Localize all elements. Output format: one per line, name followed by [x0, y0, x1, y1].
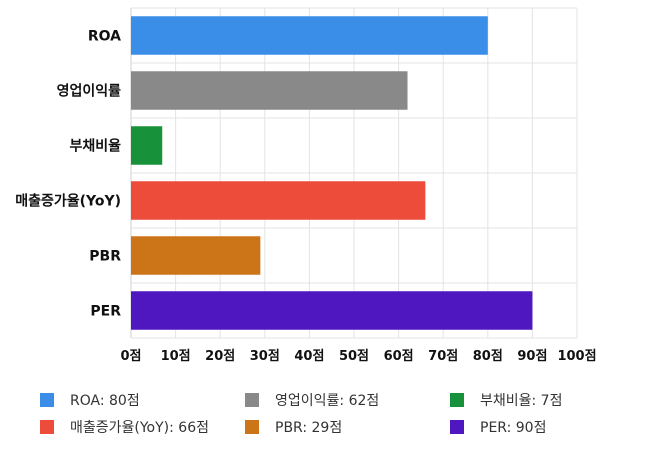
legend-label: ROA: 80점: [70, 393, 140, 409]
category-label: PBR: [89, 249, 121, 265]
bar-0: [131, 16, 488, 55]
legend-swatch: [450, 393, 464, 407]
category-label: PER: [90, 304, 121, 320]
x-tick-label: 60점: [384, 349, 414, 364]
bar-2: [131, 126, 163, 165]
legend-item[interactable]: 부채비율: 7점: [450, 390, 562, 410]
category-label: ROA: [88, 29, 121, 45]
bars: [131, 16, 533, 330]
legend-swatch: [40, 420, 54, 434]
bar-1: [131, 71, 408, 110]
x-tick-label: 80점: [473, 349, 503, 364]
x-tick-label: 20점: [205, 349, 235, 364]
category-label: 매출증가율(YoY): [15, 193, 121, 210]
x-tick-label: 50점: [339, 349, 369, 364]
legend-label: PBR: 29점: [275, 420, 343, 436]
bar-4: [131, 236, 261, 275]
category-label: 영업이익률: [57, 83, 122, 100]
legend-item[interactable]: ROA: 80점: [40, 390, 140, 410]
x-tick-label: 100점: [557, 349, 596, 364]
legend-item[interactable]: 매출증가율(YoY): 66점: [40, 417, 209, 437]
legend-item[interactable]: 영업이익률: 62점: [245, 390, 379, 410]
x-tick-labels: 0점 10점 20점 30점 40점 50점 60점 70점 80점 90점 100점: [120, 349, 596, 364]
legend-swatch: [245, 393, 259, 407]
legend-swatch: [245, 420, 259, 434]
bar-5: [131, 291, 533, 330]
legend-label: PER: 90점: [480, 420, 547, 436]
bar-3: [131, 181, 426, 220]
legend-label: 매출증가율(YoY): 66점: [70, 420, 209, 436]
x-tick-label: 10점: [161, 349, 191, 364]
category-label: 부채비율: [69, 138, 121, 155]
legend-swatch: [40, 393, 54, 407]
grid: [130, 7, 578, 339]
x-tick-label: 0점: [120, 349, 141, 364]
legend-label: 부채비율: 7점: [480, 393, 563, 409]
legend-swatch: [450, 420, 464, 434]
x-tick-label: 90점: [517, 349, 547, 364]
legend-label: 영업이익률: 62점: [275, 393, 380, 409]
x-tick-label: 70점: [428, 349, 458, 364]
x-tick-label: 40점: [294, 349, 324, 364]
x-tick-label: 30점: [250, 349, 280, 364]
legend-item[interactable]: PER: 90점: [450, 417, 546, 437]
legend-item[interactable]: PBR: 29점: [245, 417, 342, 437]
